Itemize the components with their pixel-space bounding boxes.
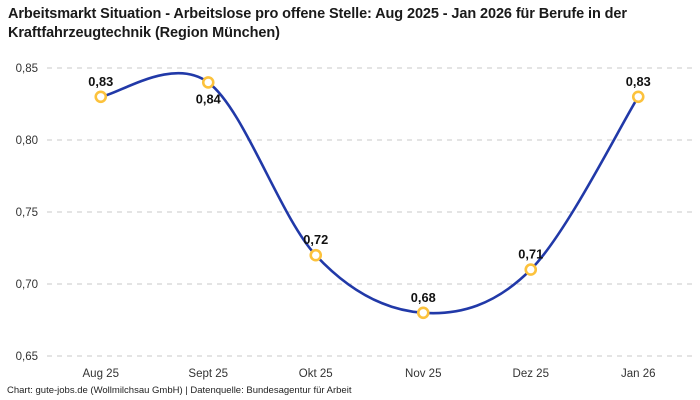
x-axis-tick-label: Dez 25 <box>513 368 549 380</box>
data-point-label: 0,72 <box>303 232 328 247</box>
data-point-marker <box>201 76 215 89</box>
data-point-marker <box>631 90 645 104</box>
y-axis-tick-label: 0,70 <box>16 279 38 291</box>
chart-title: Arbeitsmarkt Situation - Arbeitslose pro… <box>8 6 627 42</box>
chart-attribution: Chart: gute-jobs.de (Wollmilchsau GmbH) … <box>7 385 352 396</box>
x-axis-tick-label: Jan 26 <box>621 368 656 380</box>
data-point-label: 0,84 <box>196 91 222 106</box>
data-point-label: 0,83 <box>626 74 651 89</box>
data-point-label: 0,71 <box>518 247 543 262</box>
x-axis-tick-label: Sept 25 <box>188 368 228 380</box>
data-point-marker <box>416 306 430 320</box>
data-point-label: 0,68 <box>411 290 436 305</box>
data-point-label: 0,83 <box>88 74 113 89</box>
line-series <box>99 71 640 315</box>
y-axis-tick-label: 0,65 <box>16 351 38 363</box>
y-axis-tick-label: 0,80 <box>16 135 38 147</box>
x-axis-tick-label: Okt 25 <box>299 368 333 380</box>
x-axis-tick-label: Aug 25 <box>83 368 119 380</box>
x-axis-tick-label: Nov 25 <box>405 368 441 380</box>
data-point-marker <box>524 263 538 276</box>
data-point-marker <box>94 90 108 104</box>
y-axis-tick-label: 0,85 <box>16 63 38 75</box>
data-point-marker <box>309 248 323 262</box>
y-axis-tick-label: 0,75 <box>16 207 38 219</box>
